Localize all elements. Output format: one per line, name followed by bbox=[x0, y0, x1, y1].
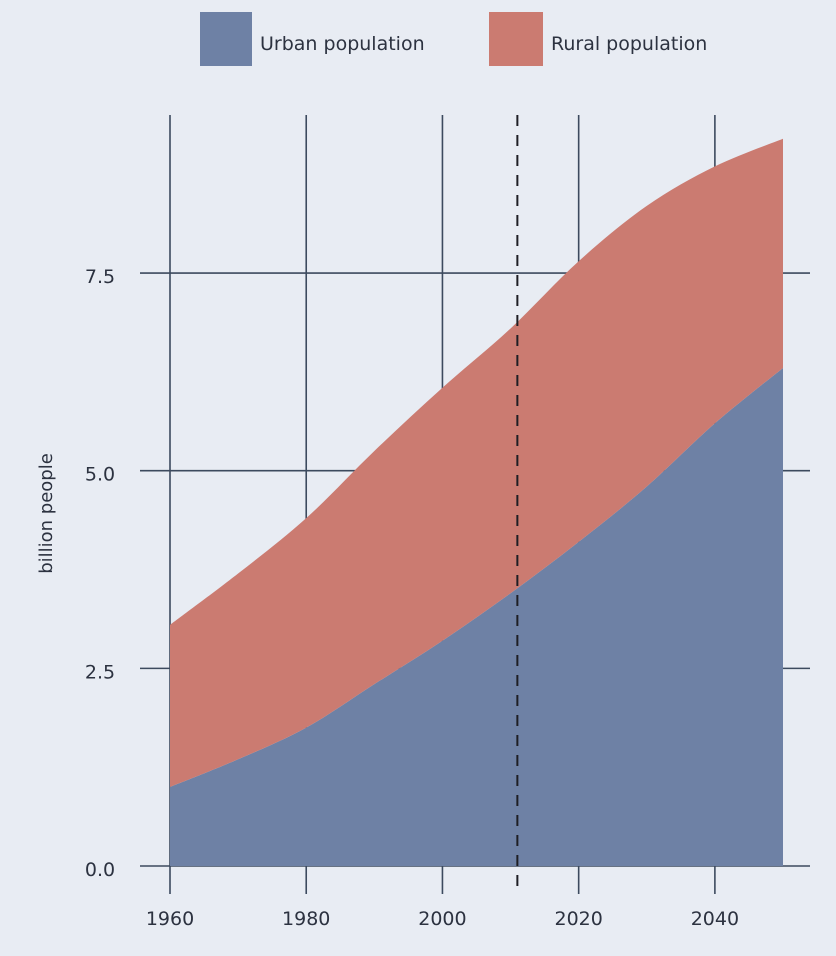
y-tick-label: 5.0 bbox=[85, 464, 115, 486]
legend-label: Rural population bbox=[551, 33, 707, 55]
area-rural-population bbox=[170, 138, 783, 787]
area-series bbox=[170, 138, 783, 866]
x-tick-label: 2040 bbox=[691, 908, 739, 930]
y-tick-label: 2.5 bbox=[85, 661, 115, 683]
y-axis-title: billion people bbox=[36, 453, 57, 574]
legend-swatch bbox=[489, 12, 543, 66]
area-urban-population bbox=[170, 367, 783, 866]
legend-swatch bbox=[200, 12, 252, 66]
x-axis-ticks: 1960 1980 2000 2020 2040 bbox=[146, 908, 739, 930]
y-tick-label: 7.5 bbox=[85, 266, 115, 288]
x-tick-label: 1980 bbox=[282, 908, 330, 930]
legend: Urban population Rural population bbox=[200, 12, 707, 66]
x-tick-label: 1960 bbox=[146, 908, 194, 930]
y-tick-label: 0.0 bbox=[85, 859, 115, 881]
x-tick-label: 2000 bbox=[418, 908, 466, 930]
y-axis-ticks: 0.0 2.5 5.0 7.5 bbox=[85, 266, 115, 881]
x-tick-label: 2020 bbox=[554, 908, 602, 930]
legend-label: Urban population bbox=[260, 33, 425, 55]
